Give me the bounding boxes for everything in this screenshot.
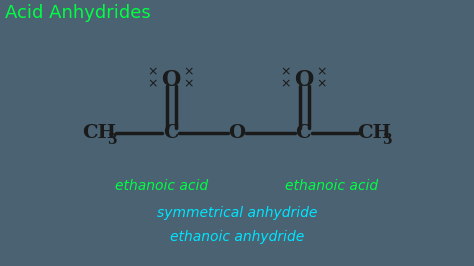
Text: ×: × (280, 77, 291, 90)
Text: CH: CH (82, 124, 117, 142)
Text: O: O (228, 124, 246, 142)
Text: Acid Anhydrides: Acid Anhydrides (5, 4, 150, 22)
Text: 3: 3 (383, 134, 392, 147)
Text: ×: × (316, 66, 327, 79)
Text: symmetrical anhydride: symmetrical anhydride (157, 206, 317, 220)
Text: ×: × (316, 77, 327, 90)
Text: 3: 3 (108, 134, 117, 147)
Text: ×: × (147, 66, 158, 79)
Text: O: O (161, 69, 180, 91)
Text: CH: CH (357, 124, 392, 142)
Text: ×: × (280, 66, 291, 79)
Text: O: O (294, 69, 313, 91)
Text: ethanoic acid: ethanoic acid (285, 179, 378, 193)
Text: ×: × (147, 77, 158, 90)
Text: C: C (163, 124, 178, 142)
Text: ethanoic anhydride: ethanoic anhydride (170, 230, 304, 244)
Text: ×: × (183, 66, 194, 79)
Text: C: C (296, 124, 311, 142)
Text: ethanoic acid: ethanoic acid (115, 179, 208, 193)
Text: ×: × (183, 77, 194, 90)
